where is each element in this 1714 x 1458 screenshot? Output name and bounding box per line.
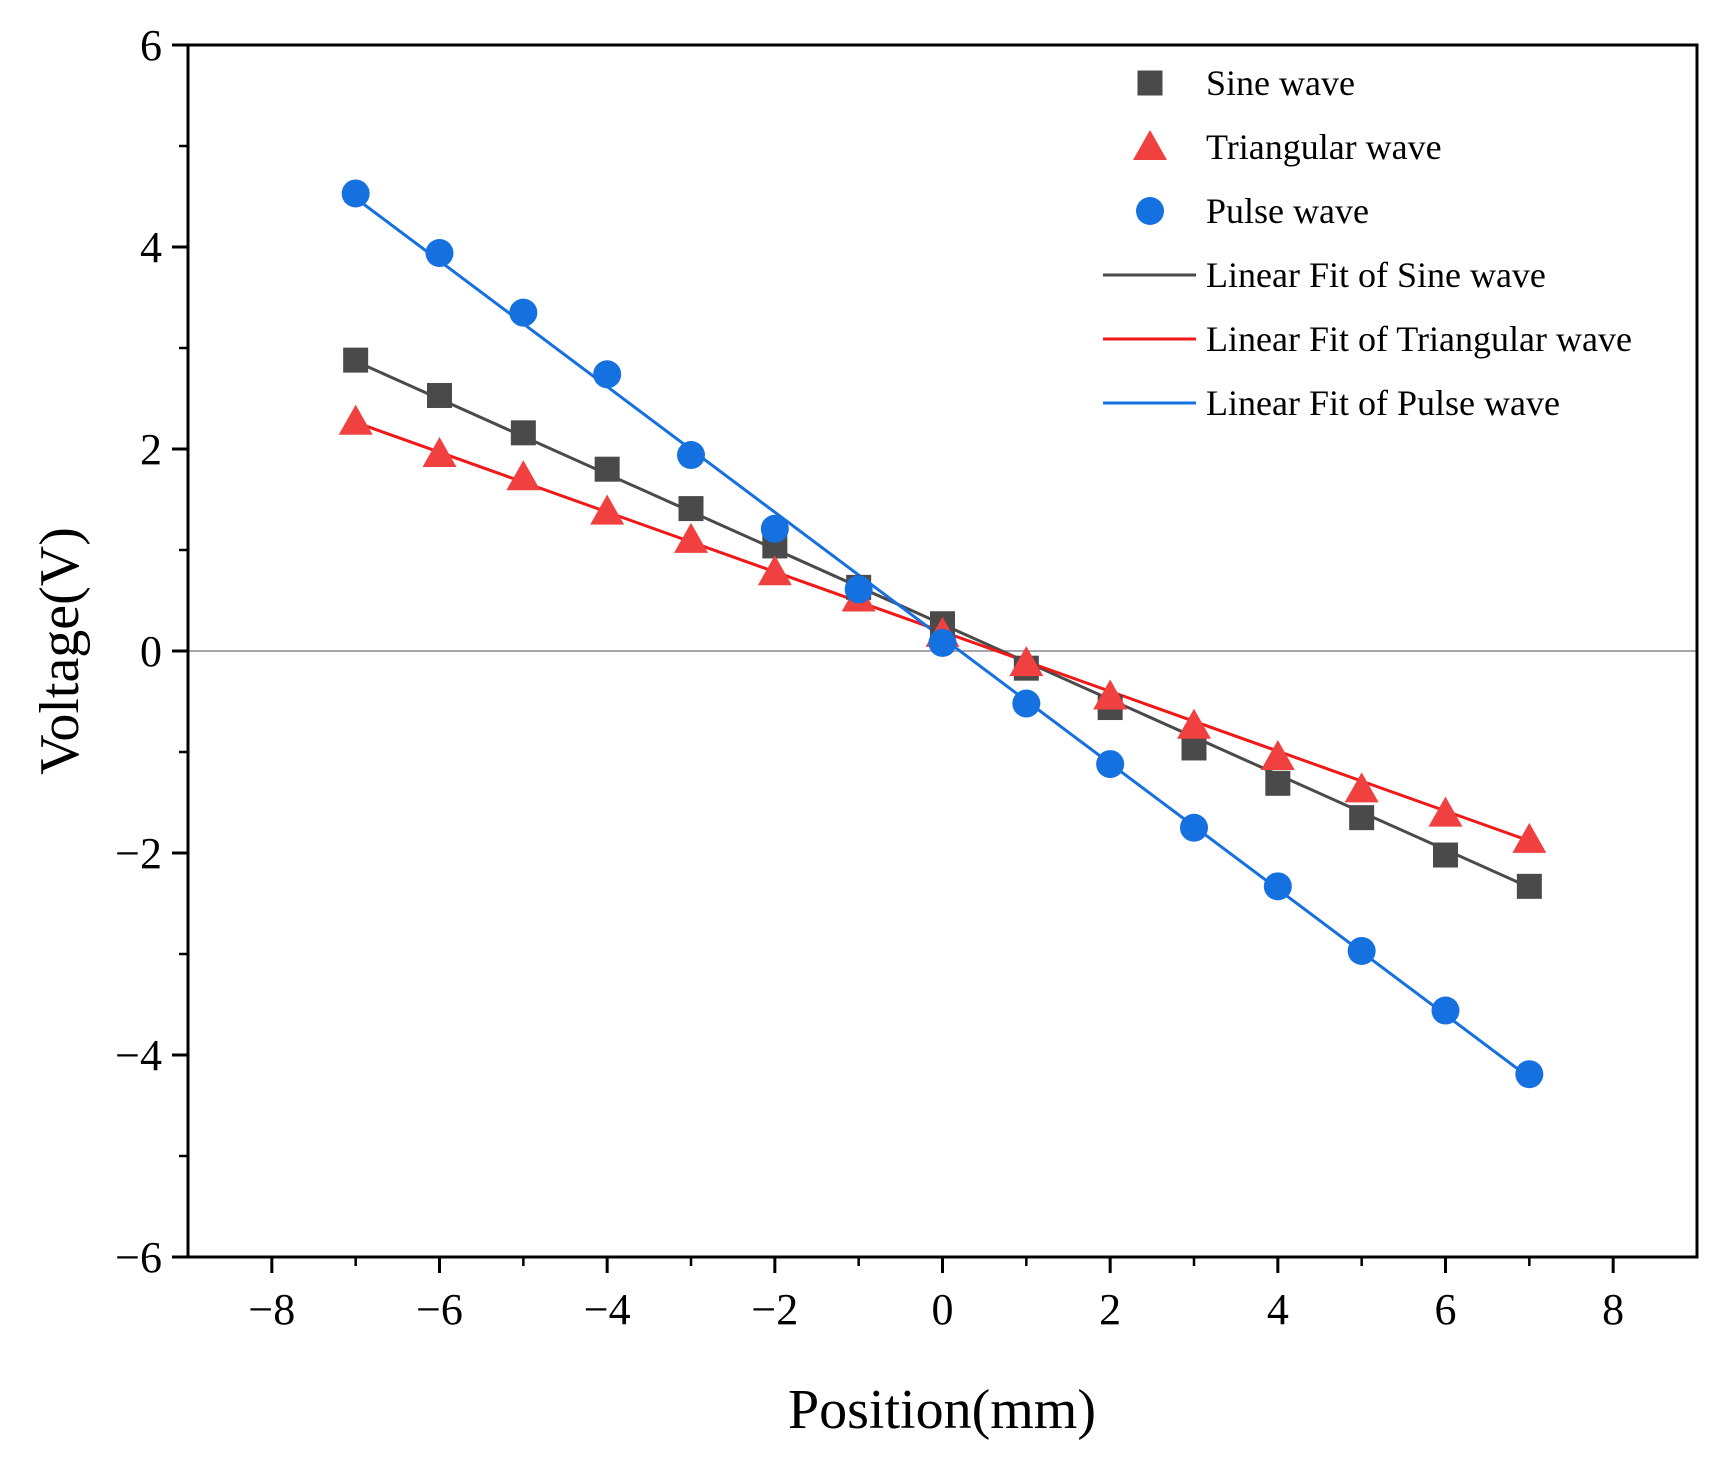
series-1-point xyxy=(1181,735,1207,761)
y-tick-label: 4 xyxy=(140,223,162,272)
y-tick-label: −6 xyxy=(115,1233,162,1282)
x-tick-label: 0 xyxy=(932,1285,954,1334)
series-2-point xyxy=(1428,796,1463,827)
series-3-point xyxy=(1431,996,1460,1025)
series-3-point xyxy=(1263,872,1292,901)
series-2-point xyxy=(590,494,625,525)
legend-label: Triangular wave xyxy=(1206,127,1442,167)
x-tick-label: −8 xyxy=(248,1285,295,1334)
series-1-point xyxy=(343,347,369,373)
series-1-point xyxy=(594,456,620,482)
x-tick-label: −4 xyxy=(584,1285,631,1334)
series-1-point xyxy=(427,382,452,408)
x-tick-label: −2 xyxy=(751,1285,798,1334)
legend-symbol-series-3 xyxy=(1136,197,1164,225)
y-tick-label: −4 xyxy=(115,1031,162,1080)
legend-label: Sine wave xyxy=(1206,63,1355,103)
series-3-point xyxy=(928,628,957,657)
x-tick-label: −6 xyxy=(416,1285,463,1334)
series-2-point xyxy=(1093,679,1128,710)
x-tick-label: 2 xyxy=(1099,1285,1121,1334)
series-1-point xyxy=(1265,770,1291,796)
series-3-point xyxy=(1096,750,1125,779)
series-3-point xyxy=(844,575,873,604)
series-3-point xyxy=(425,239,454,268)
y-tick-label: −2 xyxy=(115,829,162,878)
x-axis-title: Position(mm) xyxy=(788,1379,1096,1441)
series-3-point xyxy=(1012,689,1041,718)
series-2-point xyxy=(674,522,708,553)
series-2-point xyxy=(1344,772,1379,803)
series-1-point xyxy=(1349,805,1375,831)
series-1-point xyxy=(678,496,704,522)
series-2-point xyxy=(506,460,541,491)
series-2-point xyxy=(1512,822,1547,853)
series-2-point xyxy=(338,404,373,435)
series-3-point xyxy=(760,514,789,543)
y-tick-label: 0 xyxy=(140,627,162,676)
series-2-point xyxy=(422,437,457,468)
series-2-point xyxy=(757,555,792,586)
x-tick-label: 8 xyxy=(1602,1285,1624,1334)
series-1-point xyxy=(1516,873,1542,899)
legend-label: Linear Fit of Pulse wave xyxy=(1206,383,1560,423)
series-3-point xyxy=(677,441,705,470)
legend-symbol-series-1 xyxy=(1137,70,1163,96)
series-3-point xyxy=(1180,813,1208,842)
series-2-point xyxy=(1260,740,1295,771)
series-3-point xyxy=(593,360,622,389)
x-tick-label: 6 xyxy=(1435,1285,1457,1334)
series-1-point xyxy=(1433,842,1458,868)
legend-symbol-series-2 xyxy=(1133,130,1167,160)
x-tick-label: 4 xyxy=(1267,1285,1289,1334)
y-tick-label: 2 xyxy=(140,425,162,474)
series-2-point xyxy=(1177,708,1211,739)
legend-label: Linear Fit of Sine wave xyxy=(1206,255,1546,295)
series-3-point xyxy=(1515,1060,1544,1089)
series-3-point xyxy=(1347,936,1376,965)
series-3-point xyxy=(509,298,538,327)
y-axis-title: Voltage(V) xyxy=(29,527,91,775)
series-2-point xyxy=(1009,646,1044,677)
series-1-point xyxy=(510,420,536,446)
legend-label: Linear Fit of Triangular wave xyxy=(1206,319,1632,359)
series-3-point xyxy=(341,179,370,208)
y-tick-label: 6 xyxy=(140,21,162,70)
legend-label: Pulse wave xyxy=(1206,191,1369,231)
